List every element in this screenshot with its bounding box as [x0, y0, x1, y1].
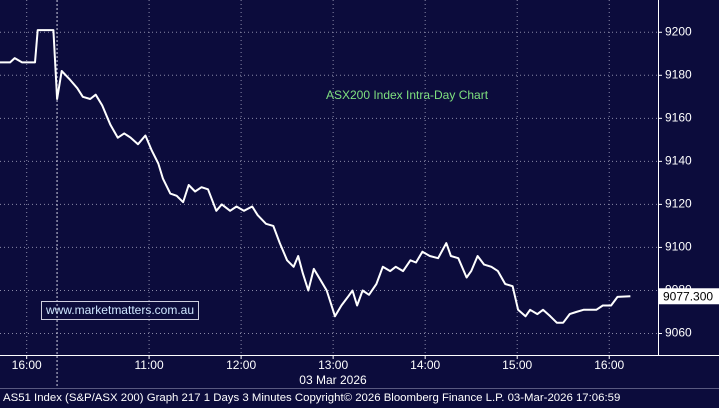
x-tick-label: 15:00: [502, 358, 532, 372]
x-tick-label: 12:00: [226, 358, 256, 372]
x-tick-label: 16:00: [594, 358, 624, 372]
y-tick-label: 9160: [665, 111, 692, 125]
y-tick-label: 9140: [665, 154, 692, 168]
price-line: [0, 29, 631, 324]
x-tick-label: 16:00: [12, 358, 42, 372]
y-tick-label: 9180: [665, 67, 692, 81]
y-tick-label: 9060: [665, 326, 692, 340]
x-tick-label: 14:00: [410, 358, 440, 372]
y-tick-label: 9100: [665, 240, 692, 254]
x-axis-label: 03 Mar 2026: [299, 373, 367, 387]
x-tick-label: 13:00: [318, 358, 348, 372]
footer: AS51 Index (S&P/ASX 200) Graph 217 1 Day…: [3, 392, 620, 404]
last-price-box: [659, 288, 719, 305]
chart-title: ASX200 Index Intra-Day Chart: [326, 88, 489, 102]
watermark: www.marketmatters.com.au: [45, 303, 194, 317]
x-tick-label: 11:00: [135, 358, 164, 372]
y-tick-label: 9200: [665, 24, 692, 38]
watermark-box: [41, 301, 199, 320]
last-price-label: 9077.300: [663, 289, 713, 303]
y-tick-label: 9120: [665, 197, 692, 211]
